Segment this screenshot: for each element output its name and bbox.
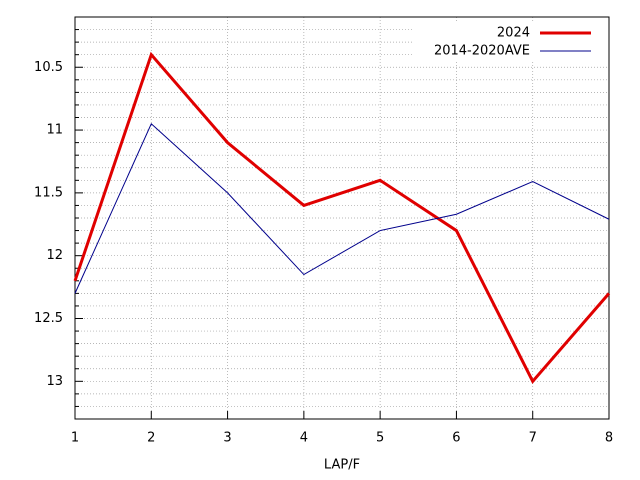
y-tick-label: 13 [46, 374, 63, 389]
x-axis-label: LAP/F [324, 458, 360, 473]
y-tick-label: 10.5 [34, 60, 63, 75]
series-line [73, 51, 611, 384]
x-tick-label: 8 [605, 431, 613, 446]
legend-box [414, 22, 607, 62]
plot-frame [74, 16, 610, 420]
x-tick-label: 1 [71, 431, 79, 446]
x-tick-label: 3 [223, 431, 231, 446]
x-tick-label: 5 [376, 431, 384, 446]
y-tick-label: 11.5 [34, 185, 63, 200]
x-tick-label: 2 [147, 431, 155, 446]
x-tick-label: 7 [529, 431, 537, 446]
y-tick-label: 12 [46, 248, 63, 263]
legend-label: 2024 [497, 26, 530, 41]
y-tick-label: 11 [46, 123, 63, 138]
series-line [74, 122, 610, 294]
x-tick-label: 6 [452, 431, 460, 446]
y-tick-label: 12.5 [34, 311, 63, 326]
x-tick-label: 4 [300, 431, 308, 446]
legend-label: 2014-2020AVE [434, 44, 530, 59]
